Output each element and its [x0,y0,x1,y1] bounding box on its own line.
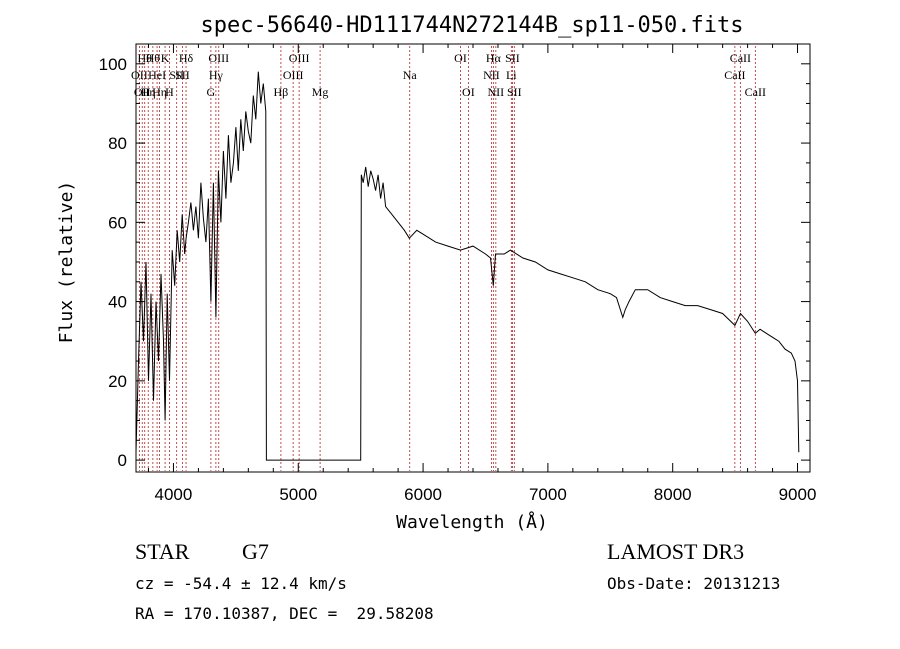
line-label-25: Li [506,68,517,82]
y-tick-label-3: 60 [108,213,127,232]
line-label-29: CaII [730,51,751,65]
line-label-16: OIII [283,68,304,82]
x-axis-label: Wavelength (Å) [396,511,548,533]
line-label-2: Hθ [138,51,153,65]
line-label-3: Hη [141,85,156,99]
line-label-27: SII [507,85,522,99]
spectral-line-labels: OIIOIIHθHηHθHeIHηKHSIISIIHδGHγOIIIHβOIII… [131,51,766,99]
survey-name: LAMOST DR3 [607,539,745,564]
spectral-line-markers [138,46,756,471]
line-label-19: Na [403,68,418,82]
redshift-value: cz = -54.4 ± 12.4 km/s [135,574,347,593]
line-label-4: Hθ [146,51,161,65]
line-label-9: SII [169,68,184,82]
observation-date: Obs-Date: 20131213 [607,574,781,593]
plot-frame [135,43,811,473]
y-tick-label-0: 0 [118,451,127,470]
line-label-23: Hα [486,51,502,65]
line-label-11: Hδ [179,51,194,65]
line-label-0: OII [131,68,148,82]
line-label-18: Mg [312,85,329,99]
line-label-7: K [161,51,170,65]
line-label-13: Hγ [209,68,224,82]
line-label-26: SII [505,51,520,65]
line-label-6: Hη [152,85,167,99]
object-class: STAR [135,539,190,564]
line-label-15: Hβ [274,85,289,99]
line-label-30: CaII [745,85,766,99]
spectrum-series [135,71,800,461]
y-tick-label-5: 100 [99,55,127,74]
x-axis-ticks: 4000 5000 6000 7000 8000 9000 [147,44,817,504]
y-axis-ticks: 0 20 40 60 80 100 [99,55,810,470]
line-label-12: G [207,85,216,99]
object-subclass: G7 [242,539,269,564]
sky-coordinates: RA = 170.10387, DEC = 29.58208 [135,604,434,623]
x-tick-label-2: 6000 [404,485,442,504]
line-label-20: OI [454,51,467,65]
y-tick-label-1: 20 [108,372,127,391]
line-label-14: OIII [208,51,229,65]
line-label-8: H [165,85,174,99]
y-tick-label-2: 40 [108,293,127,312]
line-label-5: HeI [148,68,166,82]
line-label-10: SII [175,68,190,82]
x-tick-label-0: 4000 [155,485,193,504]
line-label-1: OII [134,85,151,99]
x-tick-label-4: 8000 [654,485,692,504]
x-tick-label-3: 7000 [529,485,567,504]
y-tick-label-4: 80 [108,134,127,153]
line-label-28: CaII [724,68,745,82]
line-label-21: OI [462,85,475,99]
y-axis-label: Flux (relative) [56,181,77,344]
line-label-22: NII [483,68,500,82]
line-label-24: NII [488,85,505,99]
chart-title: spec-56640-HD111744N272144B_sp11-050.fit… [200,13,743,38]
line-label-17: OIII [289,51,310,65]
x-tick-label-1: 5000 [279,485,317,504]
x-tick-label-5: 9000 [779,485,817,504]
